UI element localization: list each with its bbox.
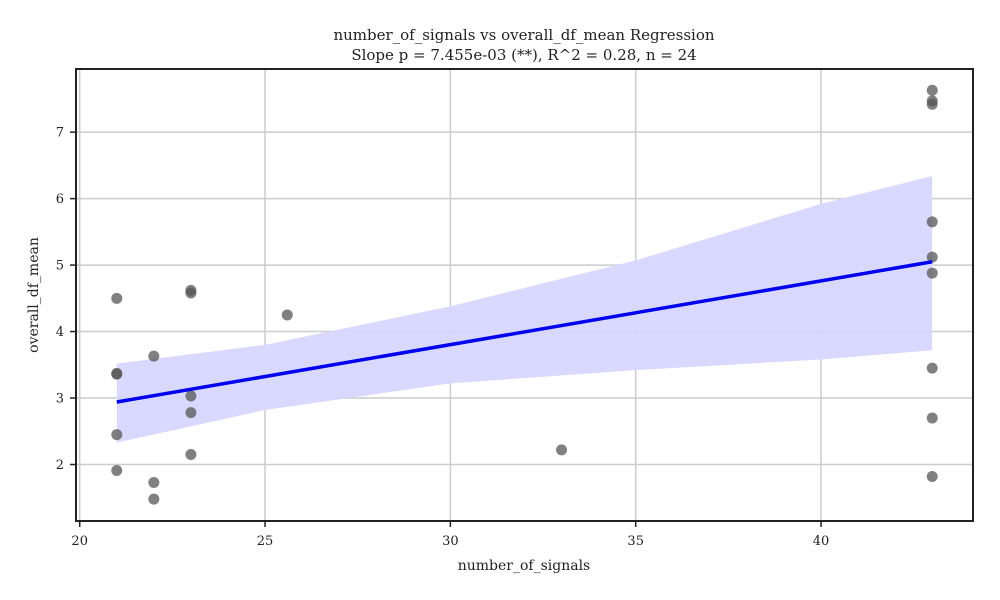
x-tick-label: 20 xyxy=(71,534,88,549)
y-tick-label: 2 xyxy=(56,458,64,473)
x-tick-label: 40 xyxy=(813,534,830,549)
axis-ticks: 20 25 30 35 40 2 3 4 5 6 7 xyxy=(56,126,830,549)
data-point xyxy=(148,476,160,488)
regression-line xyxy=(116,260,933,404)
data-point xyxy=(185,390,197,402)
data-point xyxy=(926,470,938,482)
data-point xyxy=(926,267,938,279)
confidence-band xyxy=(116,176,933,443)
y-tick-label: 5 xyxy=(56,259,64,274)
data-point xyxy=(926,362,938,374)
data-point xyxy=(926,216,938,228)
chart-subtitle: Slope p = 7.455e-03 (**), R^2 = 0.28, n … xyxy=(351,46,696,64)
plot-frame xyxy=(75,68,974,522)
data-point xyxy=(111,292,123,304)
data-point xyxy=(926,98,938,110)
y-axis-label: overall_df_mean xyxy=(26,237,42,353)
x-tick-label: 30 xyxy=(442,534,459,549)
x-tick-label: 35 xyxy=(627,534,644,549)
data-point xyxy=(148,493,160,505)
scatter-points xyxy=(111,84,938,505)
data-point xyxy=(281,309,293,321)
x-tick-label: 25 xyxy=(257,534,274,549)
chart-title: number_of_signals vs overall_df_mean Reg… xyxy=(333,26,714,44)
x-axis-label: number_of_signals xyxy=(458,558,591,574)
data-point xyxy=(185,449,197,461)
data-point xyxy=(926,251,938,263)
y-tick-label: 6 xyxy=(56,192,64,207)
y-tick-label: 3 xyxy=(56,392,64,407)
data-point xyxy=(185,407,197,419)
data-point xyxy=(148,350,160,362)
data-point xyxy=(111,464,123,476)
y-tick-label: 7 xyxy=(56,126,64,141)
data-point xyxy=(926,84,938,96)
data-point xyxy=(556,444,568,456)
data-point xyxy=(926,412,938,424)
data-point xyxy=(111,368,123,380)
y-tick-label: 4 xyxy=(56,325,64,340)
data-point xyxy=(185,287,197,299)
data-point xyxy=(111,429,123,441)
